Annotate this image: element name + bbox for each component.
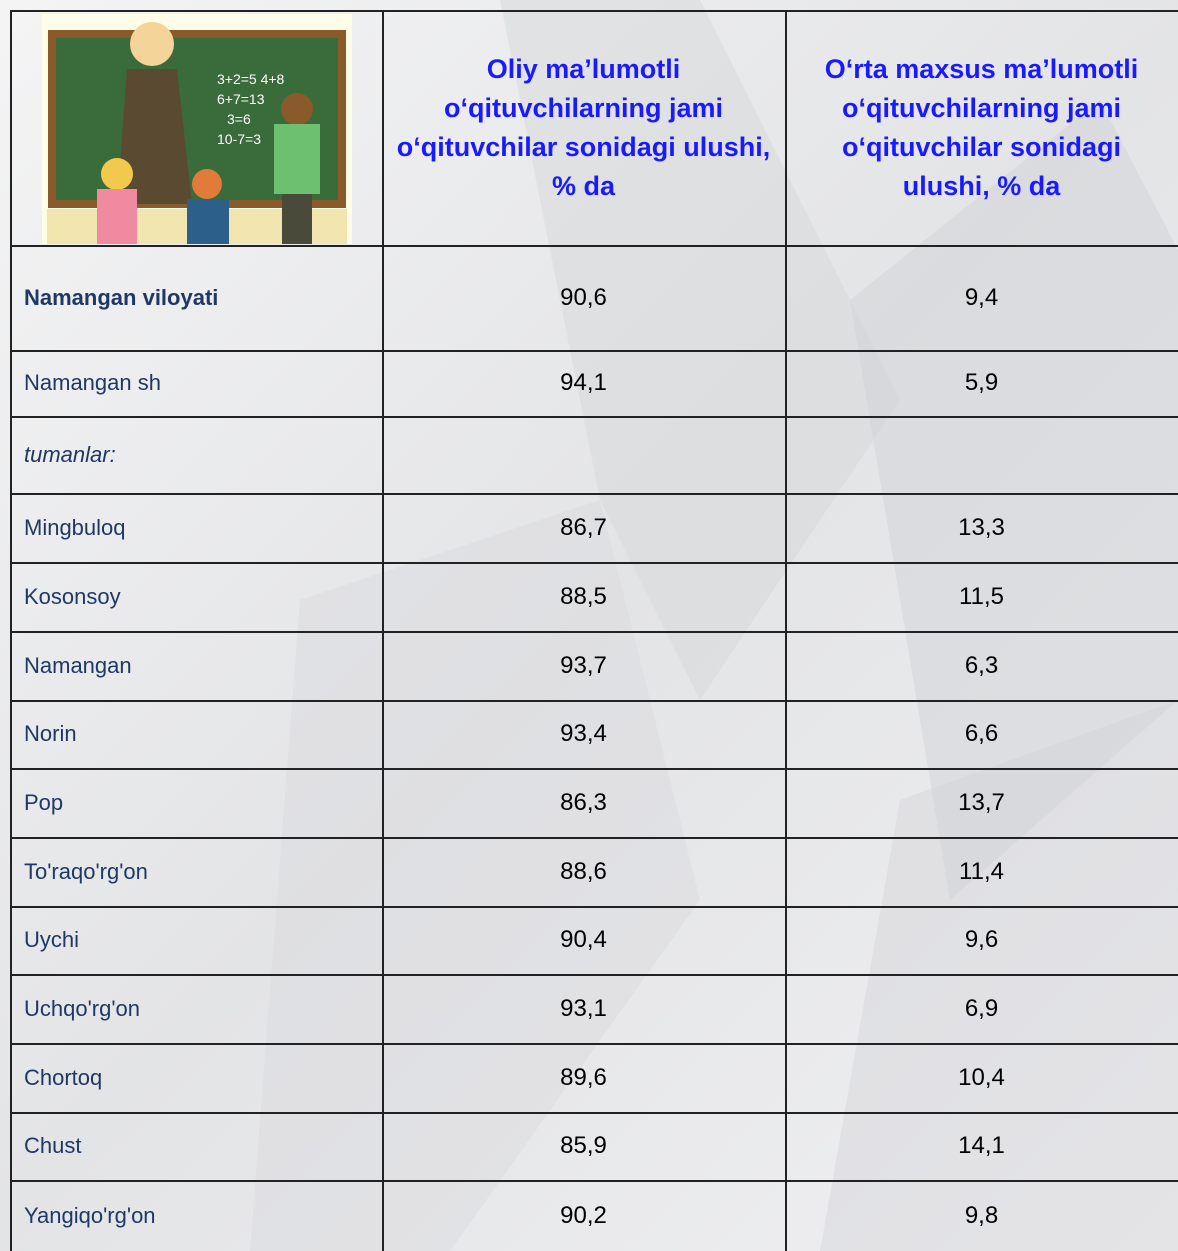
value-cell: 90,6 [560,283,607,311]
row-border [10,10,1178,12]
value-cell: 86,3 [560,788,607,816]
row-border [10,245,1178,247]
column-border [785,10,787,1251]
row-label: Mingbuloq [24,514,126,540]
value-cell: 6,6 [964,720,999,747]
value-cell: 10,4 [958,1063,1005,1091]
value-cell: 6,9 [964,994,999,1022]
row-border [10,700,1178,702]
row-border [10,1180,1178,1182]
row-label: Yangiqo'rg'on [24,1202,156,1228]
row-border [10,562,1178,564]
row-border [10,493,1178,495]
column-header: O‘rta maxsus ma’lumotli o‘qituvchilarnin… [824,53,1139,201]
value-cell: 6,3 [964,651,999,679]
row-label: Kosonsoy [24,583,121,609]
row-label: tumanlar: [24,441,116,467]
row-label: Uychi [24,927,80,952]
row-border [10,768,1178,770]
row-label: Namangan [24,652,132,678]
value-cell: 9,6 [964,926,999,953]
value-cell: 9,4 [964,283,999,311]
svg-text:10-7=3: 10-7=3 [217,131,261,147]
row-border [10,837,1178,839]
value-cell: 94,1 [560,369,607,396]
row-border [10,1043,1178,1045]
row-border [10,350,1178,352]
value-cell: 11,5 [959,582,1004,610]
row-label: Norin [24,721,77,746]
row-label: Namangan viloyati [24,284,219,310]
value-cell: 86,7 [560,513,607,541]
column-border [382,10,384,1251]
svg-text:3=6: 3=6 [227,111,251,127]
row-label: Chust [24,1133,82,1158]
value-cell: 9,8 [964,1201,999,1229]
row-border [10,631,1178,633]
value-cell: 93,1 [560,994,607,1022]
value-cell: 89,6 [560,1063,607,1091]
row-border [10,416,1178,418]
value-cell: 11,4 [959,857,1004,885]
value-cell: 90,4 [560,926,607,953]
row-border [10,1112,1178,1114]
teacher-illustration: 3+2=5 4+8 6+7=13 3=6 10-7=3 [42,13,352,244]
value-cell: 13,7 [958,788,1005,816]
svg-text:6+7=13: 6+7=13 [217,91,265,107]
value-cell: 13,3 [958,513,1005,541]
value-cell: 14,1 [958,1132,1005,1159]
value-cell: 93,4 [560,720,607,747]
row-border [10,906,1178,908]
column-border [10,10,12,1251]
value-cell: 85,9 [560,1132,607,1159]
row-label: Chortoq [24,1064,103,1090]
value-cell: 88,6 [560,857,607,885]
row-label: Pop [24,789,64,815]
svg-text:3+2=5 4+8: 3+2=5 4+8 [217,71,285,87]
row-label: To'raqo'rg'on [24,858,148,884]
value-cell: 93,7 [560,651,607,679]
column-header: Oliy ma’lumotli o‘qituvchilarning jami o… [396,53,771,201]
row-label: Namangan sh [24,370,161,395]
value-cell: 88,5 [560,582,607,610]
row-border [10,974,1178,976]
header-picture-cell: 3+2=5 4+8 6+7=13 3=6 10-7=3 [12,12,382,245]
row-label: Uchqo'rg'on [24,995,141,1021]
value-cell: 90,2 [560,1201,607,1229]
value-cell: 5,9 [964,369,999,396]
